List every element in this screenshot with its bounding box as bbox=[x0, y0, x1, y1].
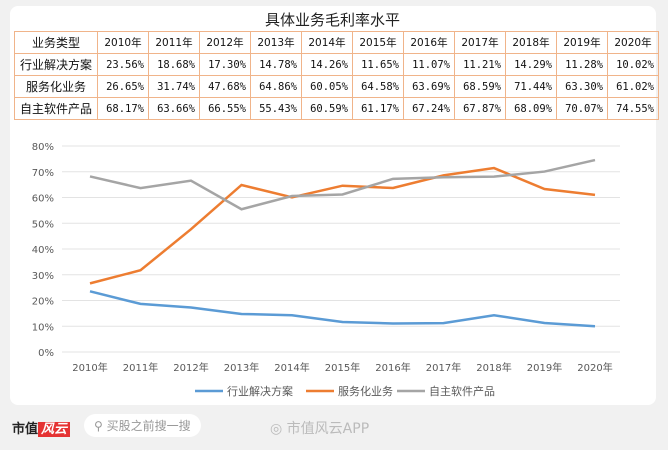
table-cell: 71.44% bbox=[505, 75, 557, 98]
app-watermark: ◎ 市值风云APP bbox=[270, 421, 370, 437]
legend-label: 行业解决方案 bbox=[227, 384, 293, 398]
search-box[interactable]: ⚲ 买股之前搜一搜 bbox=[84, 414, 201, 437]
table-header-row: 业务类型 2010年 2011年 2012年 2013年 2014年 2015年 2016年 2… bbox=[14, 31, 659, 54]
data-table: 业务类型 2010年 2011年 2012年 2013年 2014年 2015年 2016年 2… bbox=[14, 31, 659, 120]
x-tick-label: 2014年 bbox=[274, 361, 309, 374]
table-cell: 11.07% bbox=[403, 53, 455, 76]
table-cell: 55.43% bbox=[250, 97, 302, 120]
x-tick-label: 2011年 bbox=[123, 361, 158, 374]
x-tick-label: 2013年 bbox=[224, 361, 259, 374]
y-tick-label: 10% bbox=[32, 322, 54, 333]
row-label: 行业解决方案 bbox=[14, 53, 98, 76]
y-tick-label: 50% bbox=[32, 219, 54, 230]
legend-label: 自主软件产品 bbox=[429, 384, 495, 398]
table-cell: 67.24% bbox=[403, 97, 455, 120]
chart-title: 具体业务毛利率水平 bbox=[264, 11, 400, 29]
x-tick-label: 2017年 bbox=[426, 361, 461, 374]
x-tick-label: 2020年 bbox=[577, 361, 612, 374]
table-cell: 18.68% bbox=[148, 53, 200, 76]
year-header: 2017年 bbox=[454, 31, 506, 54]
y-tick-label: 80% bbox=[32, 142, 54, 153]
x-tick-label: 2019年 bbox=[527, 361, 562, 374]
table-cell: 66.55% bbox=[199, 97, 251, 120]
y-tick-label: 0% bbox=[38, 348, 54, 359]
table-row: 服务化业务 26.65% 31.74% 47.68% 64.86% 60.05% 64.58… bbox=[14, 75, 659, 98]
table-cell: 14.78% bbox=[250, 53, 302, 76]
year-header: 2020年 bbox=[607, 31, 659, 54]
x-tick-label: 2010年 bbox=[72, 361, 107, 374]
table-cell: 67.87% bbox=[454, 97, 506, 120]
table-cell: 63.69% bbox=[403, 75, 455, 98]
x-tick-label: 2012年 bbox=[173, 361, 208, 374]
x-tick-label: 2016年 bbox=[375, 361, 410, 374]
y-tick-label: 70% bbox=[32, 168, 54, 179]
table-cell: 11.21% bbox=[454, 53, 506, 76]
table-cell: 70.07% bbox=[556, 97, 608, 120]
series-line-0 bbox=[89, 290, 596, 328]
y-tick-label: 30% bbox=[32, 271, 54, 282]
year-header: 2013年 bbox=[250, 31, 302, 54]
table-cell: 17.30% bbox=[199, 53, 251, 76]
table-cell: 68.09% bbox=[505, 97, 557, 120]
weibo-icon: ◎ bbox=[270, 421, 287, 437]
y-tick-label: 60% bbox=[32, 194, 54, 205]
x-tick-label: 2015年 bbox=[325, 361, 360, 374]
legend-label: 服务化业务 bbox=[338, 384, 393, 398]
table-row: 行业解决方案 23.56% 18.68% 17.30% 14.78% 14.26% 11.6… bbox=[14, 53, 659, 76]
year-header: 2012年 bbox=[199, 31, 251, 54]
row-label: 自主软件产品 bbox=[14, 97, 98, 120]
table-cell: 10.02% bbox=[607, 53, 659, 76]
table-row: 自主软件产品 68.17% 63.66% 66.55% 55.43% 60.59% 61.1… bbox=[14, 97, 659, 120]
x-tick-label: 2018年 bbox=[476, 361, 511, 374]
y-tick-label: 40% bbox=[32, 245, 54, 256]
table-cell: 26.65% bbox=[97, 75, 149, 98]
y-tick-label: 20% bbox=[32, 297, 54, 308]
table-cell: 60.59% bbox=[301, 97, 353, 120]
table-cell: 64.58% bbox=[352, 75, 404, 98]
table-cell: 11.65% bbox=[352, 53, 404, 76]
table-cell: 74.55% bbox=[607, 97, 659, 120]
table-cell: 63.30% bbox=[556, 75, 608, 98]
logo: 市值 风云 bbox=[12, 418, 71, 437]
table-cell: 63.66% bbox=[148, 97, 200, 120]
search-icon: ⚲ bbox=[94, 419, 107, 433]
table-cell: 61.17% bbox=[352, 97, 404, 120]
table-cell: 64.86% bbox=[250, 75, 302, 98]
